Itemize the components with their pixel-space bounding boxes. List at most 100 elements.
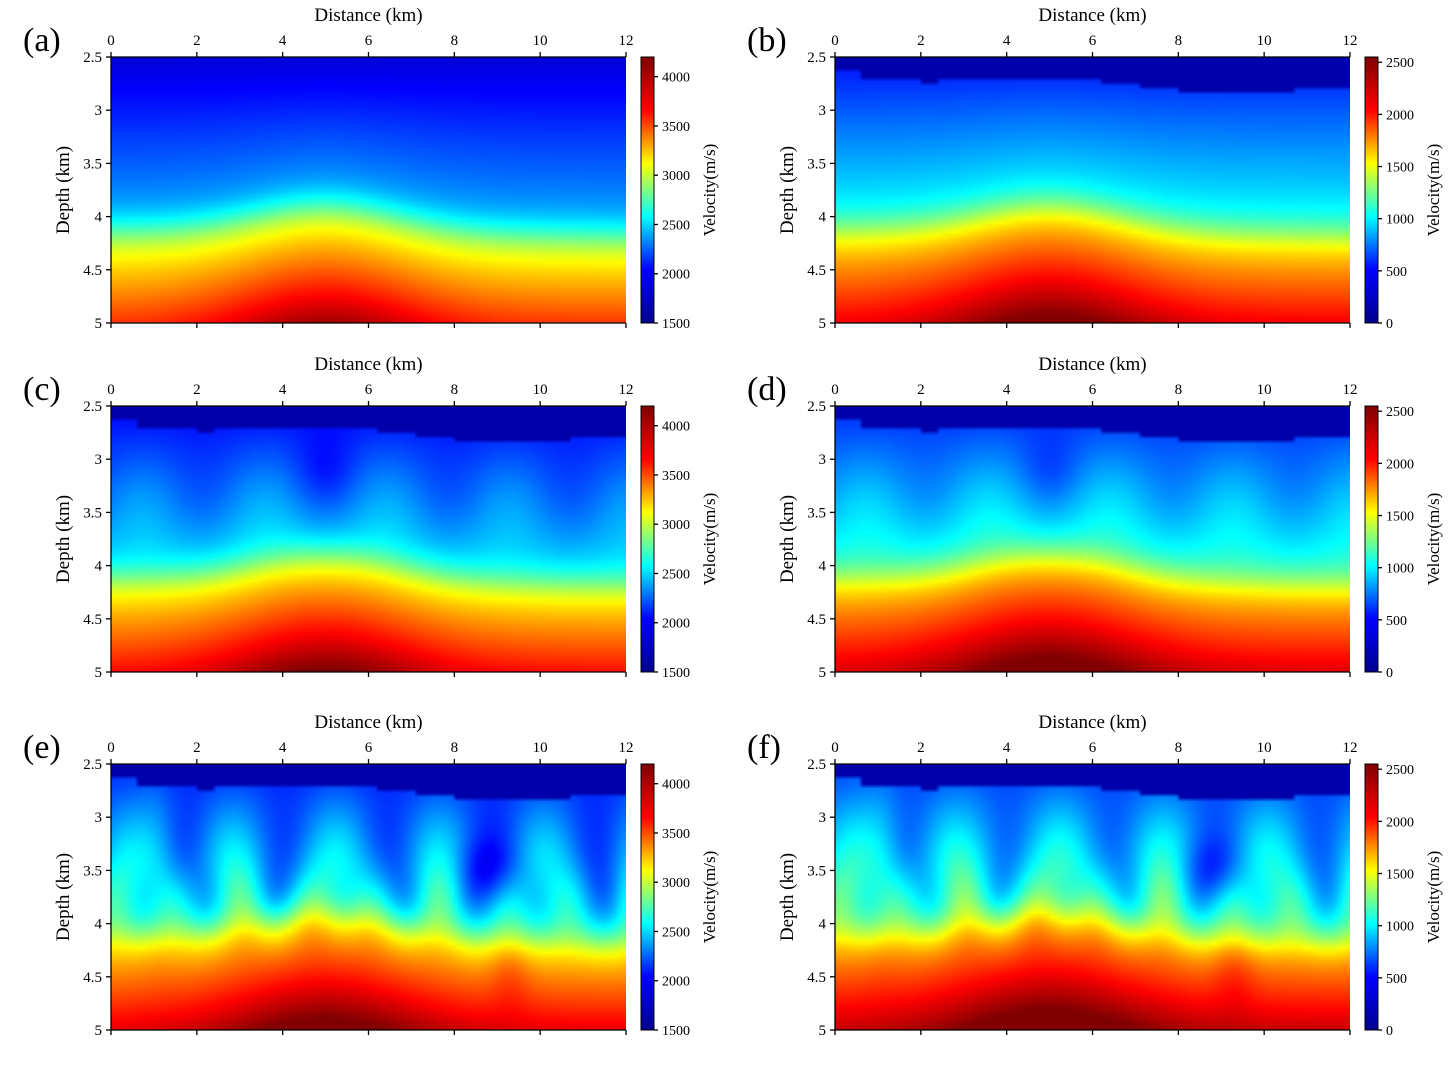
x-tick-label: 12 bbox=[619, 740, 634, 756]
y-tick-label: 2.5 bbox=[807, 399, 826, 415]
y-tick-label: 4 bbox=[819, 559, 827, 575]
y-tick-label: 4 bbox=[819, 917, 827, 933]
x-tick-label: 4 bbox=[1003, 740, 1011, 756]
panel-d: 0 2 4 6 8 10 12 2.5 3 3.5 4 4.5 5 Distance (km) Depth … bbox=[747, 354, 1443, 681]
y-tick-label: 3.5 bbox=[807, 863, 826, 879]
panel-c: 0 2 4 6 8 10 12 2.5 3 3.5 4 4.5 5 Distance (km) Depth … bbox=[23, 354, 719, 681]
y-tick-label: 4 bbox=[95, 559, 103, 575]
x-tick-label: 12 bbox=[1343, 382, 1358, 398]
velocity-heatmap bbox=[835, 764, 1350, 1030]
colorbar-tick-label: 3000 bbox=[662, 169, 690, 184]
x-tick-label: 0 bbox=[831, 382, 839, 398]
colorbar-tick-label: 1500 bbox=[1386, 510, 1414, 525]
panel-label: (d) bbox=[747, 371, 787, 408]
panel-a: 0 2 4 6 8 10 12 2.5 3 3.5 4 4.5 5 Distance (km) Depth … bbox=[23, 5, 719, 332]
y-tick-label: 3.5 bbox=[807, 156, 826, 172]
colorbar-tick-label: 1500 bbox=[1386, 868, 1414, 883]
velocity-heatmap bbox=[835, 57, 1350, 323]
colorbar bbox=[1364, 405, 1379, 673]
y-tick-label: 5 bbox=[95, 316, 103, 332]
x-tick-label: 10 bbox=[533, 382, 548, 398]
colorbar-tick-label: 2000 bbox=[1386, 457, 1414, 472]
x-tick-label: 6 bbox=[1089, 382, 1097, 398]
colorbar-tick-label: 2500 bbox=[662, 567, 690, 582]
x-tick-label: 10 bbox=[533, 33, 548, 49]
y-tick-label: 4.5 bbox=[807, 612, 826, 628]
y-tick-label: 3.5 bbox=[83, 863, 102, 879]
x-tick-label: 4 bbox=[1003, 33, 1011, 49]
colorbar-title: Velocity(m/s) bbox=[700, 144, 719, 237]
x-tick-label: 2 bbox=[193, 382, 201, 398]
colorbar-tick-label: 3500 bbox=[662, 827, 690, 842]
y-tick-label: 4 bbox=[95, 210, 103, 226]
x-tick-label: 2 bbox=[193, 740, 201, 756]
colorbar-tick-label: 2500 bbox=[662, 925, 690, 940]
colorbar-title: Velocity(m/s) bbox=[700, 493, 719, 586]
x-tick-label: 0 bbox=[107, 740, 115, 756]
y-axis-title: Depth (km) bbox=[777, 495, 798, 583]
y-tick-label: 2.5 bbox=[807, 757, 826, 773]
colorbar-title: Velocity(m/s) bbox=[1424, 144, 1443, 237]
colorbar bbox=[640, 56, 655, 324]
y-tick-label: 3 bbox=[95, 810, 103, 826]
y-tick-label: 4.5 bbox=[807, 970, 826, 986]
colorbar-tick-label: 1500 bbox=[662, 666, 690, 681]
colorbar-title: Velocity(m/s) bbox=[1424, 851, 1443, 944]
colorbar-tick-label: 2000 bbox=[1386, 108, 1414, 123]
colorbar-tick-label: 3000 bbox=[662, 876, 690, 891]
colorbar-tick-label: 1000 bbox=[1386, 213, 1414, 228]
y-axis-title: Depth (km) bbox=[53, 853, 74, 941]
x-axis-title: Distance (km) bbox=[1038, 712, 1146, 733]
y-tick-label: 3 bbox=[819, 103, 827, 119]
x-tick-label: 2 bbox=[193, 33, 201, 49]
colorbar-tick-label: 1000 bbox=[1386, 920, 1414, 935]
x-tick-label: 10 bbox=[1257, 740, 1272, 756]
y-tick-label: 4 bbox=[819, 210, 827, 226]
x-tick-label: 8 bbox=[451, 740, 459, 756]
y-tick-label: 5 bbox=[819, 1023, 827, 1039]
x-tick-label: 12 bbox=[619, 33, 634, 49]
x-tick-label: 6 bbox=[1089, 740, 1097, 756]
colorbar-tick-label: 1000 bbox=[1386, 562, 1414, 577]
colorbar-tick-label: 500 bbox=[1386, 265, 1407, 280]
colorbar-tick-label: 2500 bbox=[1386, 405, 1414, 420]
x-tick-label: 6 bbox=[365, 33, 373, 49]
panel-b: 0 2 4 6 8 10 12 2.5 3 3.5 4 4.5 5 Distance (km) Depth … bbox=[747, 5, 1443, 332]
x-tick-label: 4 bbox=[279, 382, 287, 398]
velocity-heatmap bbox=[111, 764, 626, 1030]
y-tick-label: 5 bbox=[95, 665, 103, 681]
x-tick-label: 6 bbox=[1089, 33, 1097, 49]
colorbar-title: Velocity(m/s) bbox=[700, 851, 719, 944]
velocity-heatmap bbox=[835, 406, 1350, 672]
x-tick-label: 4 bbox=[279, 33, 287, 49]
colorbar-tick-label: 4000 bbox=[662, 71, 690, 86]
y-tick-label: 3 bbox=[819, 810, 827, 826]
panel-label: (e) bbox=[23, 729, 61, 766]
x-tick-label: 0 bbox=[107, 382, 115, 398]
y-tick-label: 5 bbox=[95, 1023, 103, 1039]
y-tick-label: 4.5 bbox=[83, 612, 102, 628]
y-tick-label: 4.5 bbox=[83, 263, 102, 279]
panel-f: 0 2 4 6 8 10 12 2.5 3 3.5 4 4.5 5 Distance (km) Depth … bbox=[747, 712, 1443, 1039]
colorbar-tick-label: 2500 bbox=[1386, 56, 1414, 71]
y-tick-label: 3 bbox=[95, 103, 103, 119]
y-tick-label: 3.5 bbox=[83, 156, 102, 172]
x-tick-label: 8 bbox=[1175, 382, 1183, 398]
y-axis-title: Depth (km) bbox=[53, 495, 74, 583]
x-tick-label: 8 bbox=[1175, 33, 1183, 49]
y-tick-label: 3 bbox=[819, 452, 827, 468]
panel-label: (c) bbox=[23, 371, 61, 408]
x-tick-label: 8 bbox=[1175, 740, 1183, 756]
colorbar bbox=[1364, 763, 1379, 1031]
velocity-heatmap bbox=[111, 57, 626, 323]
colorbar-tick-label: 4000 bbox=[662, 420, 690, 435]
colorbar-tick-label: 3500 bbox=[662, 469, 690, 484]
colorbar-tick-label: 2000 bbox=[662, 617, 690, 632]
colorbar-tick-label: 1500 bbox=[662, 317, 690, 332]
panel-label: (f) bbox=[747, 729, 781, 766]
x-axis-title: Distance (km) bbox=[1038, 5, 1146, 26]
y-tick-label: 2.5 bbox=[83, 399, 102, 415]
y-tick-label: 4.5 bbox=[83, 970, 102, 986]
x-tick-label: 12 bbox=[1343, 740, 1358, 756]
x-tick-label: 10 bbox=[1257, 382, 1272, 398]
